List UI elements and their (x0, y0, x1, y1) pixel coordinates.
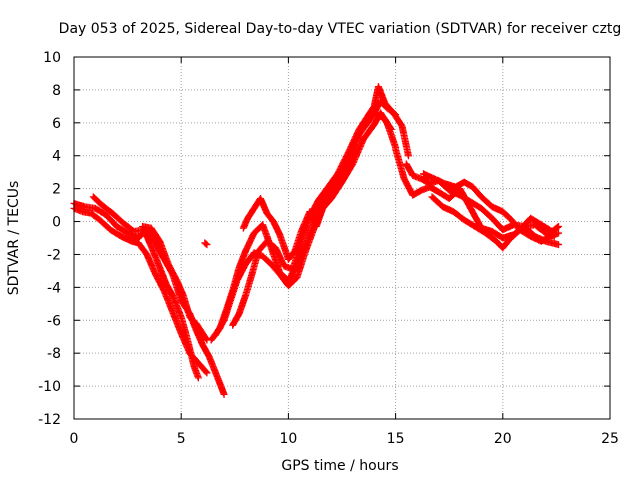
y-tick-label: -4 (47, 280, 61, 296)
series-markers (201, 239, 211, 249)
y-tick-label: 4 (52, 149, 61, 165)
series-markers (239, 97, 400, 263)
y-tick-label: 8 (52, 83, 61, 99)
series-track-l (420, 170, 563, 235)
tick-layer: 0 5 10 15 20 25 -12 -10 -8 -6 -4 -2 0 2 4 6 8 10 (38, 50, 619, 447)
x-tick-label: 10 (279, 431, 297, 447)
x-tick-label: 5 (177, 431, 186, 447)
series-track-m (428, 193, 563, 252)
y-tick-label: -8 (47, 346, 61, 362)
y-tick-label: 0 (52, 215, 61, 231)
y-tick-label: 2 (52, 182, 61, 198)
series-markers (420, 170, 563, 235)
series-markers (428, 193, 563, 252)
y-tick-label: -6 (47, 313, 61, 329)
series-track-i (239, 97, 400, 263)
x-axis-label: GPS time / hours (281, 458, 398, 474)
x-tick-label: 25 (601, 431, 619, 447)
y-tick-label: 10 (43, 50, 61, 66)
chart-title: Day 053 of 2025, Sidereal Day-to-day VTE… (59, 21, 622, 37)
x-tick-label: 15 (387, 431, 405, 447)
series-track-d (139, 223, 211, 344)
series-layer (70, 83, 563, 398)
plot-frame (73, 56, 611, 420)
x-tick-label: 20 (494, 431, 512, 447)
x-tick-label: 0 (70, 431, 79, 447)
y-tick-label: -10 (38, 379, 61, 395)
y-tick-label: 6 (52, 116, 61, 132)
series-track-e (201, 239, 211, 249)
y-tick-label: -12 (38, 412, 61, 428)
y-tick-label: -2 (47, 247, 61, 263)
y-axis-label: SDTVAR / TECUs (6, 181, 22, 296)
series-markers (139, 223, 211, 344)
